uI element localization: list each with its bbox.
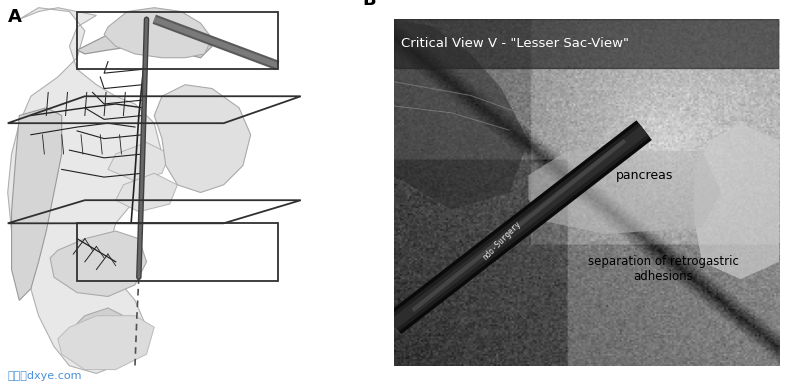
Polygon shape — [8, 8, 162, 373]
Text: separation of retrogastric
adhesions: separation of retrogastric adhesions — [588, 255, 739, 283]
Polygon shape — [50, 231, 146, 296]
Polygon shape — [394, 19, 529, 210]
Bar — [77, 12, 278, 69]
Polygon shape — [154, 85, 250, 192]
Text: B: B — [363, 0, 376, 9]
Polygon shape — [58, 316, 154, 370]
Text: ndo-Surgery: ndo-Surgery — [481, 219, 523, 263]
Bar — [77, 223, 278, 281]
Polygon shape — [104, 8, 212, 58]
Text: pancreas: pancreas — [615, 169, 673, 182]
Polygon shape — [77, 31, 212, 58]
Polygon shape — [116, 173, 177, 212]
Polygon shape — [529, 151, 721, 234]
Polygon shape — [12, 108, 61, 300]
Polygon shape — [694, 123, 779, 279]
Text: A: A — [8, 8, 21, 26]
Text: Critical View V - "Lesser Sac-View": Critical View V - "Lesser Sac-View" — [401, 37, 630, 50]
Bar — [394, 19, 779, 68]
Polygon shape — [77, 308, 124, 354]
Polygon shape — [108, 142, 170, 181]
Text: 丁香叶dxye.com: 丁香叶dxye.com — [8, 371, 82, 381]
